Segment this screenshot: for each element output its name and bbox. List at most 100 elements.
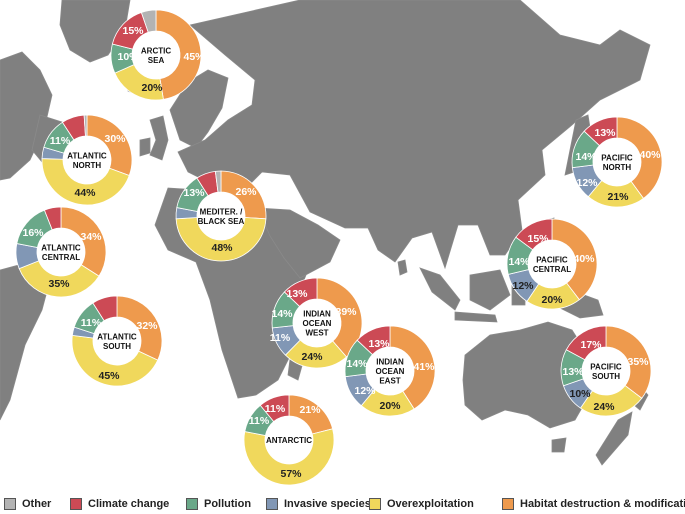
- donut-hole: [528, 240, 576, 288]
- percent-label: 13%: [286, 288, 308, 300]
- percent-label: 41%: [413, 361, 435, 373]
- percent-label: 13%: [562, 366, 584, 378]
- slice-climate-change: [283, 277, 318, 307]
- region-name-line: INDIAN: [303, 310, 331, 319]
- percent-label: 11%: [265, 403, 286, 415]
- legend-label: Pollution: [204, 498, 252, 510]
- percent-label: 34%: [80, 231, 102, 243]
- percent-label: 10%: [569, 388, 591, 400]
- region-name-line: EAST: [379, 377, 400, 386]
- percent-label: 12%: [354, 385, 376, 397]
- percent-label: 24%: [301, 351, 323, 363]
- region-name-line: CENTRAL: [533, 265, 571, 274]
- region-name-line: ATLANTIC: [97, 332, 137, 341]
- land-borneo: [469, 269, 511, 311]
- percent-label: 12%: [576, 177, 598, 189]
- region-name-line: NORTH: [73, 161, 102, 170]
- percent-label: 35%: [627, 356, 649, 368]
- legend: Other Climate change Pollution Invasive spe…: [0, 493, 685, 514]
- percent-label: 16%: [22, 227, 44, 239]
- donut-hole: [37, 228, 85, 276]
- donut-antarctic: ANTARCTIC 11%11% 21% 57%: [243, 394, 335, 486]
- percent-label: 45%: [183, 51, 205, 63]
- percent-label: 13%: [183, 187, 205, 199]
- region-name-line: SEA: [148, 56, 165, 65]
- legend-item-invasive-species: Invasive species: [266, 497, 371, 511]
- legend-item-climate-change: Climate change: [70, 497, 169, 511]
- region-name-line: SOUTH: [592, 372, 620, 381]
- donut-hole: [582, 347, 630, 395]
- percent-label: 24%: [593, 401, 615, 413]
- legend-label: Climate change: [88, 498, 170, 510]
- donut-hole: [132, 31, 180, 79]
- percent-label: 14%: [575, 151, 597, 163]
- region-name-line: ATLANTIC: [41, 243, 81, 252]
- region-name-line: PACIFIC: [601, 153, 633, 162]
- legend-item-pollution: Pollution: [186, 497, 251, 511]
- legend-label: Habitat destruction & modification: [520, 498, 685, 510]
- donut-hole: [265, 416, 313, 464]
- percent-label: 21%: [607, 191, 629, 203]
- percent-label: 26%: [235, 186, 257, 198]
- percent-label: 44%: [74, 187, 96, 199]
- legend-swatch: [70, 498, 82, 510]
- percent-label: 11%: [249, 415, 270, 427]
- region-name-line: MEDITER. /: [200, 207, 243, 216]
- land-tasmania: [551, 437, 567, 453]
- legend-item-other: Other: [4, 497, 51, 511]
- percent-label: 57%: [280, 468, 302, 480]
- percent-label: 20%: [541, 294, 563, 306]
- legend-item-overexploitation: Overexploitation: [369, 497, 474, 511]
- region-name-line: ANTARCTIC: [266, 436, 312, 445]
- percent-label: 40%: [639, 149, 661, 161]
- region-name-line: OCEAN: [303, 319, 332, 328]
- land-australia: [462, 321, 596, 429]
- percent-label: 15%: [527, 233, 549, 245]
- donut-hole: [93, 317, 141, 365]
- percent-label: 13%: [368, 338, 390, 350]
- region-name-line: SOUTH: [103, 342, 131, 351]
- land-java: [454, 311, 498, 323]
- legend-item-habitat-destruction-modification: Habitat destruction & modification: [502, 497, 685, 511]
- percent-label: 14%: [271, 308, 293, 320]
- region-name-line: PACIFIC: [590, 362, 622, 371]
- percent-label: 30%: [104, 133, 126, 145]
- percent-label: 21%: [299, 404, 321, 416]
- percent-label: 48%: [211, 242, 233, 254]
- donut-hole: [293, 299, 341, 347]
- legend-swatch: [502, 498, 514, 510]
- percent-label: 20%: [379, 400, 401, 412]
- land-arabia: [257, 207, 341, 279]
- land-sumatra: [419, 267, 461, 311]
- percent-label: 13%: [594, 127, 616, 139]
- region-name-line: INDIAN: [376, 358, 404, 367]
- legend-swatch: [369, 498, 381, 510]
- percent-label: 32%: [136, 320, 158, 332]
- donut-mediter-black-sea: MEDITER. /BLACK SEA 13% 26% 48%: [175, 170, 267, 262]
- region-name-line: ATLANTIC: [67, 151, 107, 160]
- land-britain: [149, 115, 169, 161]
- percent-label: 20%: [141, 82, 163, 94]
- percent-label: 14%: [508, 256, 530, 268]
- legend-label: Invasive species: [284, 498, 371, 510]
- percent-label: 17%: [580, 339, 602, 351]
- donut-hole: [593, 138, 641, 186]
- legend-label: Overexploitation: [387, 498, 474, 510]
- region-name-line: PACIFIC: [536, 255, 568, 264]
- percent-label: 11%: [50, 135, 71, 147]
- land-ireland: [139, 137, 151, 157]
- legend-swatch: [4, 498, 16, 510]
- percent-label: 10%: [117, 51, 139, 63]
- percent-label: 39%: [335, 306, 357, 318]
